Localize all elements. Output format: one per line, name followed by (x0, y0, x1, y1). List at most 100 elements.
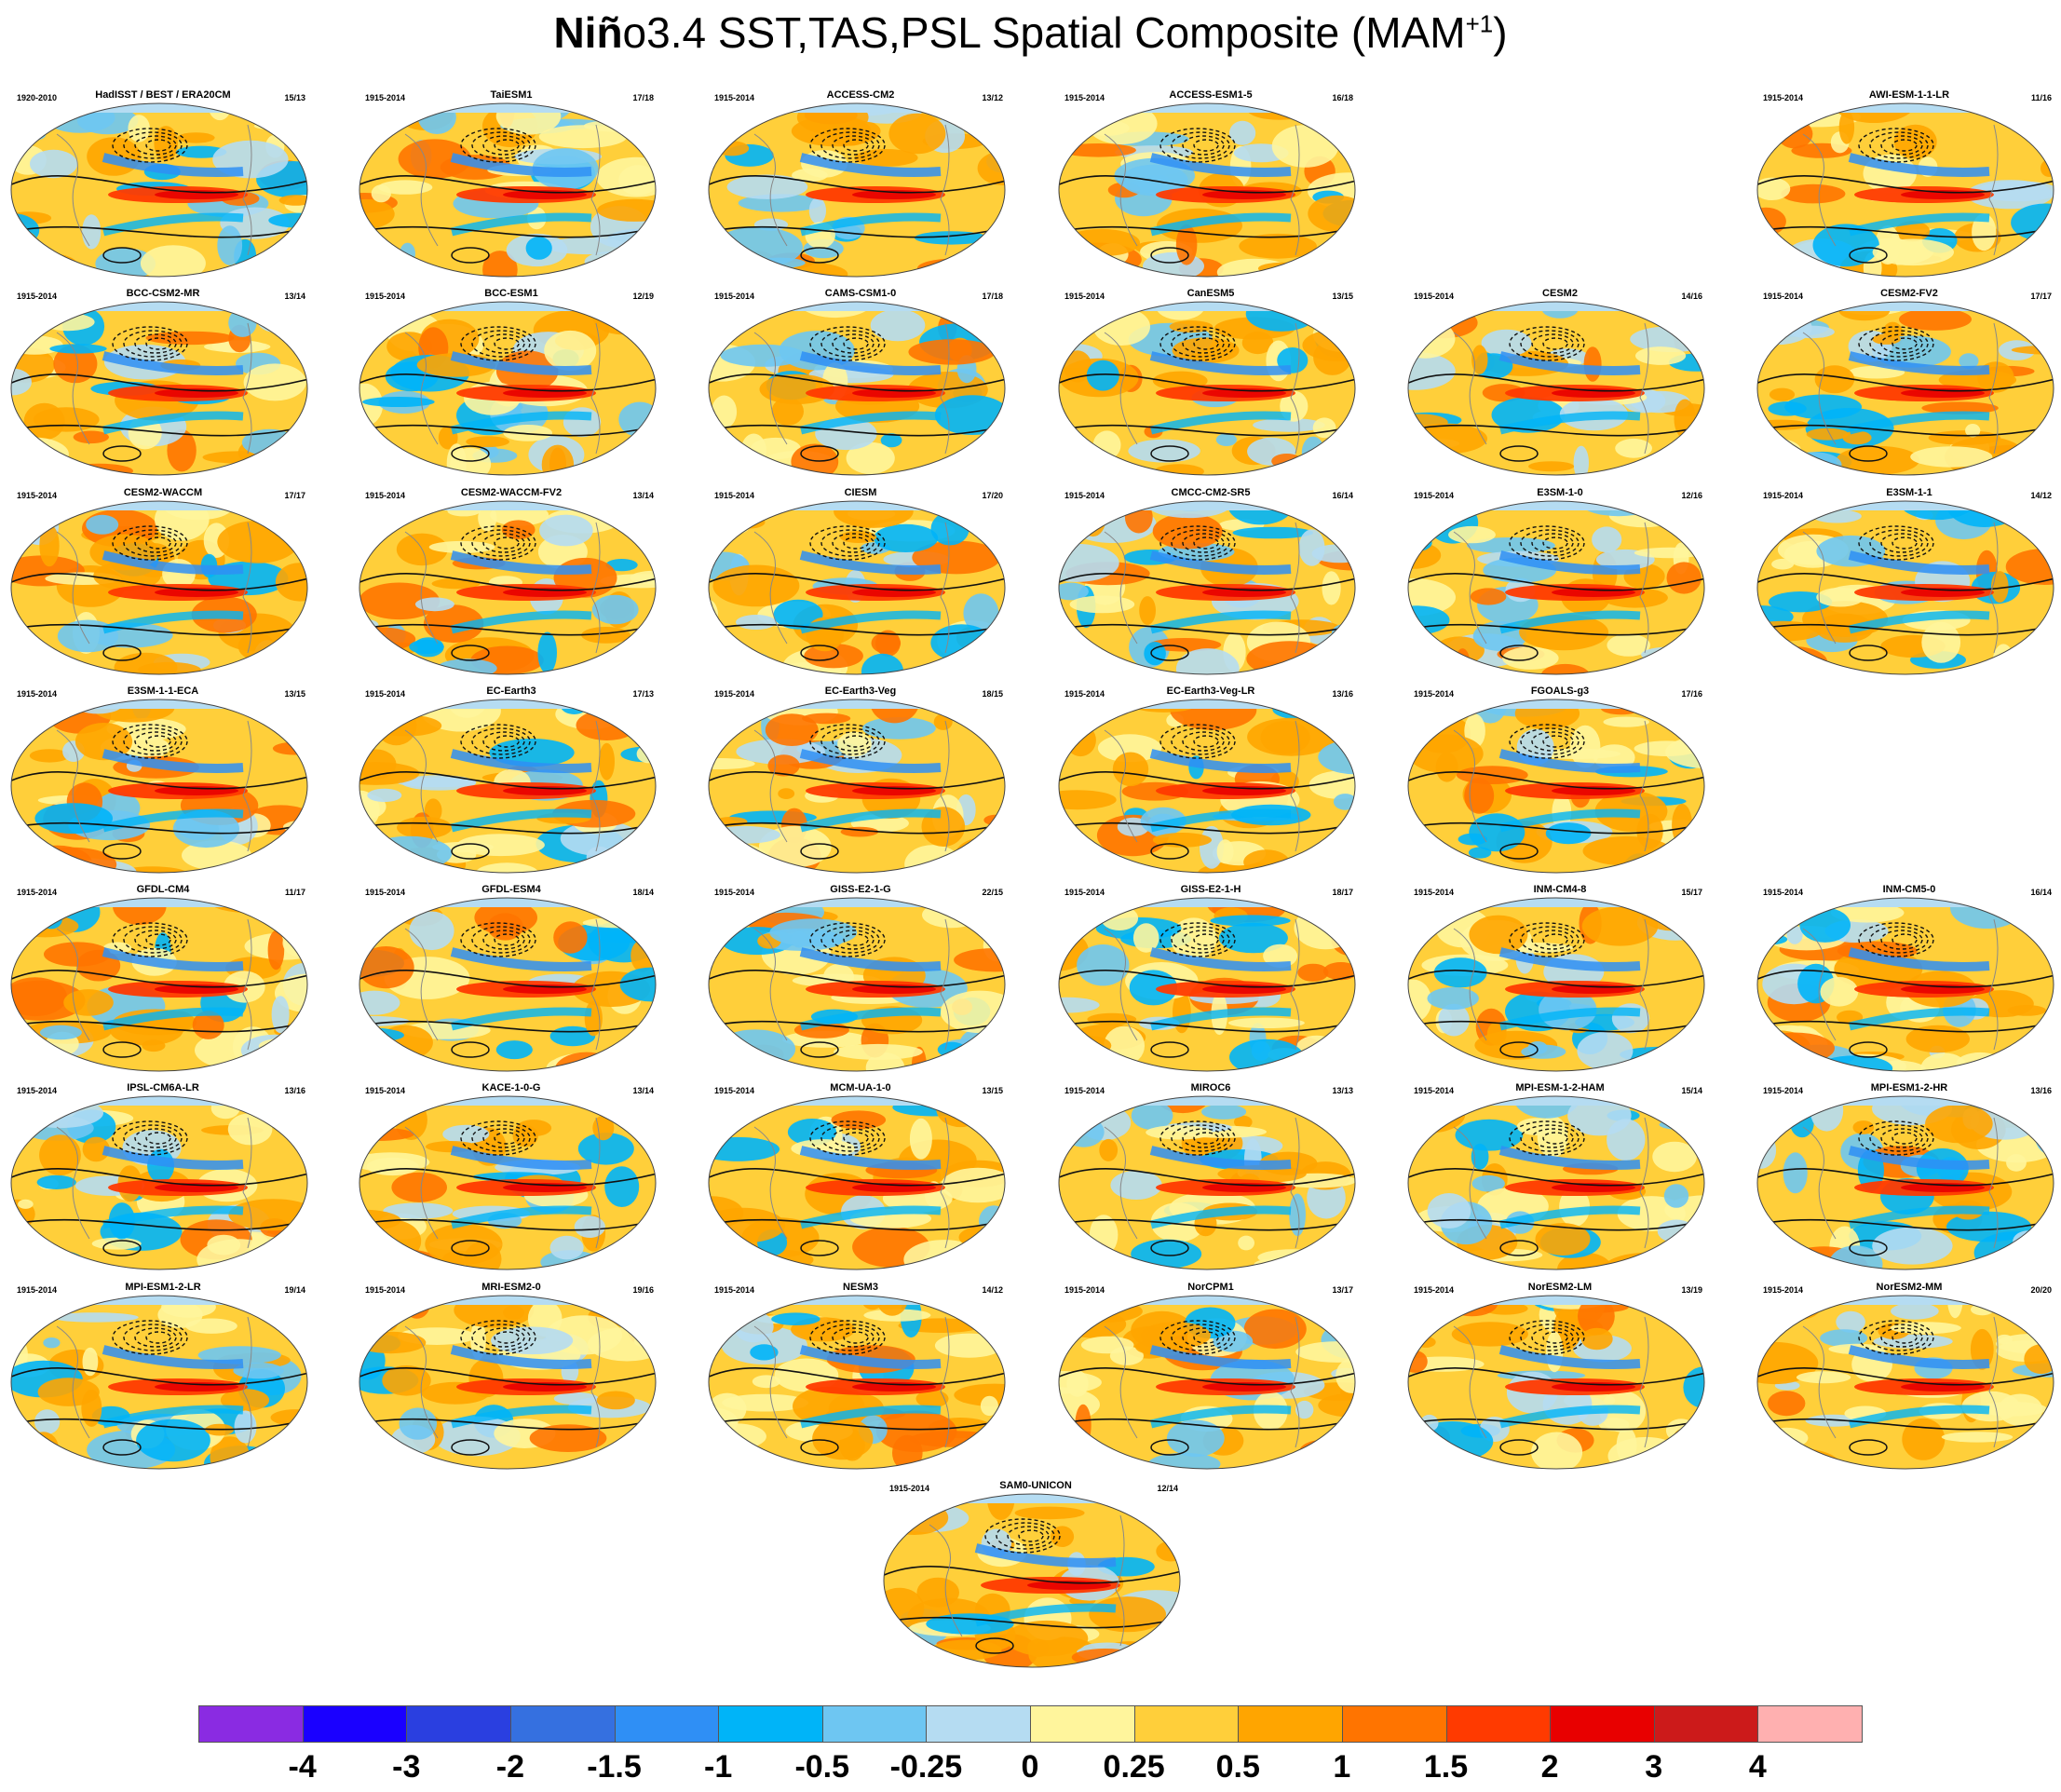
colorbar-swatch (1030, 1705, 1135, 1743)
map-panel: GFDL-CM4 1915-2014 11/17 (9, 884, 317, 1075)
panel-title: EC-Earth3 (486, 686, 536, 697)
map-globe (1407, 1295, 1705, 1470)
panel-years: 1915-2014 (365, 689, 406, 699)
colorbar-swatch (406, 1705, 511, 1743)
panel-title: E3SM-1-0 (1537, 487, 1583, 498)
panel-title: NorESM2-MM (1876, 1282, 1943, 1293)
colorbar-tick-label: -0.5 (794, 1749, 850, 1785)
colorbar-tick-label: 3 (1645, 1749, 1663, 1785)
colorbar-swatch (302, 1705, 408, 1743)
panel-title: MPI-ESM-1-2-HAM (1515, 1082, 1605, 1093)
map-globe (10, 301, 308, 476)
panel-title: ACCESS-ESM1-5 (1169, 89, 1253, 101)
map-panel: MIROC6 1915-2014 13/13 (1057, 1082, 1364, 1273)
panel-title: INM-CM4-8 (1533, 884, 1587, 895)
colorbar-tick-label: -1 (704, 1749, 733, 1785)
map-globe (1058, 1095, 1356, 1270)
panel-years: 1915-2014 (365, 491, 406, 500)
map-panel: CESM2 1915-2014 14/16 (1406, 288, 1714, 479)
panel-title: GFDL-CM4 (136, 884, 190, 895)
map-globe (1756, 500, 2054, 675)
panel-count: 12/16 (1681, 491, 1702, 500)
title-superscript: +1 (1465, 9, 1494, 38)
panel-count: 17/16 (1681, 689, 1702, 699)
colorbar-tick-label: 4 (1748, 1749, 1767, 1785)
colorbar-swatch (1341, 1705, 1447, 1743)
panel-title: GISS-E2-1-H (1180, 884, 1241, 895)
panel-years: 1915-2014 (714, 491, 755, 500)
colorbar-tick-label: 1 (1333, 1749, 1351, 1785)
panel-count: 14/12 (982, 1285, 1003, 1295)
map-panel: E3SM-1-0 1915-2014 12/16 (1406, 487, 1714, 678)
map-panel: EC-Earth3-Veg 1915-2014 18/15 (707, 686, 1014, 876)
panel-title: GFDL-ESM4 (481, 884, 541, 895)
panel-title: CMCC-CM2-SR5 (1171, 487, 1251, 498)
map-panel: E3SM-1-1-ECA 1915-2014 13/15 (9, 686, 317, 876)
map-panel: CanESM5 1915-2014 13/15 (1057, 288, 1364, 479)
map-panel: NorCPM1 1915-2014 13/17 (1057, 1282, 1364, 1473)
map-globe (1756, 1095, 2054, 1270)
map-globe (1058, 699, 1356, 874)
map-panel: KACE-1-0-G 1915-2014 13/14 (358, 1082, 665, 1273)
colorbar-swatch (821, 1705, 928, 1743)
map-globe (708, 1095, 1006, 1270)
colorbar-swatch (1238, 1705, 1343, 1743)
panel-years: 1915-2014 (365, 888, 406, 897)
colorbar-swatch (198, 1705, 304, 1743)
map-globe (1407, 1095, 1705, 1270)
map-globe (359, 102, 657, 278)
panel-years: 1915-2014 (1414, 689, 1455, 699)
panel-count: 13/14 (632, 1086, 654, 1095)
colorbar-tick-label: 0.5 (1215, 1749, 1260, 1785)
panel-count: 17/13 (632, 689, 654, 699)
panel-years: 1915-2014 (365, 1285, 406, 1295)
map-panel: CESM2-WACCM 1915-2014 17/17 (9, 487, 317, 678)
map-globe (10, 1295, 308, 1470)
map-panel: ACCESS-CM2 1915-2014 13/12 (707, 89, 1014, 280)
map-panel: AWI-ESM-1-1-LR 1915-2014 11/16 (1756, 89, 2061, 280)
colorbar-swatch (1550, 1705, 1655, 1743)
panel-years: 1915-2014 (714, 888, 755, 897)
map-globe (708, 301, 1006, 476)
colorbar-tick-label: 2 (1540, 1749, 1559, 1785)
map-panel: CIESM 1915-2014 17/20 (707, 487, 1014, 678)
panel-years: 1915-2014 (1414, 888, 1455, 897)
map-panel: E3SM-1-1 1915-2014 14/12 (1756, 487, 2061, 678)
map-globe (10, 102, 308, 278)
panel-title: SAM0-UNICON (999, 1480, 1072, 1491)
panel-title: CanESM5 (1186, 288, 1235, 299)
map-globe (359, 699, 657, 874)
colorbar-tick-label: -1.5 (587, 1749, 642, 1785)
map-globe (1058, 102, 1356, 278)
colorbar-swatch (1653, 1705, 1759, 1743)
map-panel: MPI-ESM1-2-LR 1915-2014 19/14 (9, 1282, 317, 1473)
panel-years: 1915-2014 (1064, 93, 1105, 102)
panel-years: 1915-2014 (1414, 491, 1455, 500)
panel-count: 16/18 (1332, 93, 1353, 102)
panel-years: 1915-2014 (365, 292, 406, 301)
panel-title: CESM2-WACCM (123, 487, 203, 498)
colorbar-tick-label: 1.5 (1423, 1749, 1469, 1785)
panel-years: 1915-2014 (1763, 888, 1804, 897)
panel-title: KACE-1-0-G (481, 1082, 541, 1093)
panel-years: 1915-2014 (1763, 292, 1804, 301)
panel-title: ACCESS-CM2 (826, 89, 895, 101)
map-globe (883, 1493, 1181, 1668)
panel-count: 11/16 (2030, 93, 2052, 102)
panel-title: HadISST / BEST / ERA20CM (95, 89, 231, 101)
panel-title: AWI-ESM-1-1-LR (1868, 89, 1950, 101)
map-globe (1756, 301, 2054, 476)
panel-count: 12/19 (632, 292, 654, 301)
panel-years: 1915-2014 (714, 292, 755, 301)
map-panel: EC-Earth3-Veg-LR 1915-2014 13/16 (1057, 686, 1364, 876)
panel-count: 22/15 (982, 888, 1003, 897)
panel-count: 17/20 (982, 491, 1003, 500)
colorbar-labels: -4 -3 -2 -1.5 -1 -0.5 -0.25 0 0.25 0.5 1 1.5 2 3 4 (0, 1749, 2061, 1790)
map-globe (359, 1295, 657, 1470)
panel-count: 13/14 (284, 292, 305, 301)
panel-count: 20/20 (2030, 1285, 2052, 1295)
panel-title: MPI-ESM1-2-LR (125, 1282, 201, 1293)
map-panel: TaiESM1 1915-2014 17/18 (358, 89, 665, 280)
panel-title: EC-Earth3-Veg (824, 686, 897, 697)
map-globe (359, 301, 657, 476)
